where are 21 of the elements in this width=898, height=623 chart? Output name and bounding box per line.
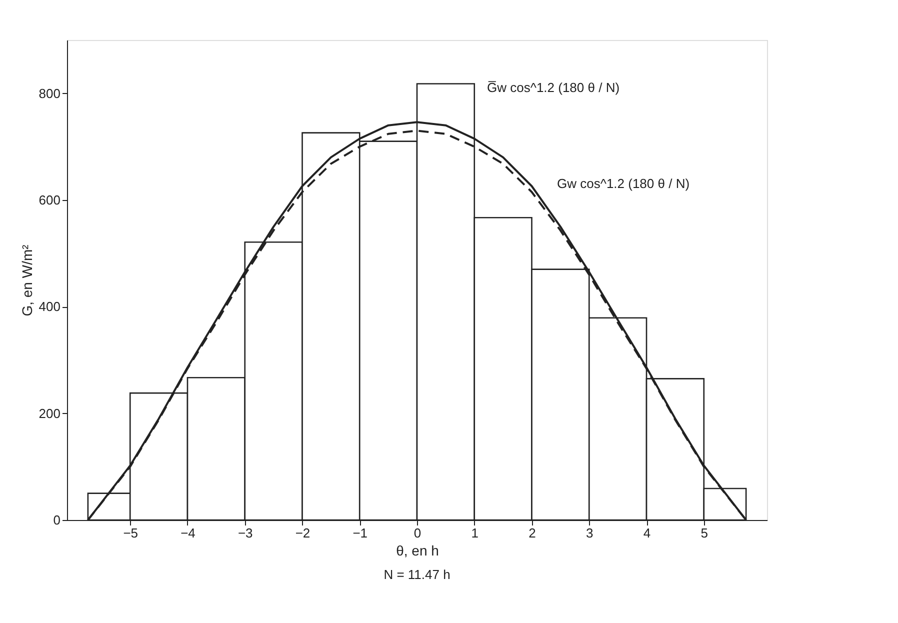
y-tick-label: 200	[38, 406, 60, 421]
y-axis-title: G, en W/m²	[18, 244, 35, 316]
text: N = 11.47 h	[384, 567, 450, 582]
x-tick-label: −4	[180, 526, 196, 540]
x-tick-label: 1	[471, 526, 478, 540]
y-tick-label: 0	[53, 512, 60, 528]
y-tick-label: 800	[38, 86, 60, 101]
x-tick-label: −3	[238, 526, 253, 540]
x-tick-label: 5	[700, 526, 708, 540]
x-tick-label: −5	[123, 526, 138, 540]
x-tick-label: 0	[414, 526, 422, 540]
x-tick-label: 4	[643, 526, 651, 540]
x-tick-label: 3	[586, 526, 594, 540]
x-tick-label: 2	[528, 526, 536, 540]
y-tick-label: 600	[38, 192, 60, 208]
x-axis-title: θ, en h	[396, 542, 439, 558]
x-tick-label: −1	[352, 526, 368, 540]
x-tick-label: −2	[295, 526, 310, 540]
annotation: G̅w cos^1.2 (180 θ / N)	[487, 80, 620, 95]
annotation: Gw cos^1.2 (180 θ / N)	[557, 176, 690, 191]
y-tick-label: 400	[38, 299, 60, 314]
